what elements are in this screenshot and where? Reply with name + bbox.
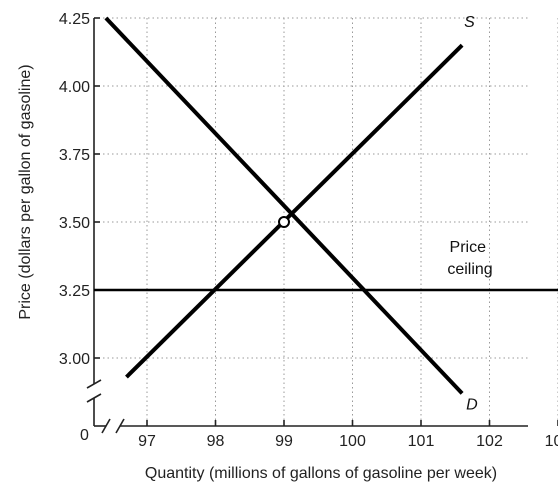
origin-label: 0: [80, 427, 89, 444]
x-tick-label-103: 103: [545, 433, 558, 450]
price-ceiling-label-line2: ceiling: [447, 261, 492, 278]
y-tick-label-3.00: 3.00: [59, 351, 90, 368]
curve-d: [104, 16, 464, 395]
curve-s: [125, 43, 464, 379]
curve-label-s: S: [464, 14, 475, 31]
x-axis-break-mark-1: [101, 418, 111, 434]
y-axis-break-mark-1: [86, 393, 102, 403]
equilibrium-point: [278, 216, 290, 228]
y-tick-label-3.75: 3.75: [59, 147, 90, 164]
price-ceiling: Price ceiling: [94, 239, 558, 292]
curve-label-d: D: [466, 396, 478, 413]
axes: [86, 18, 528, 434]
y-axis-break-mark-2: [86, 379, 102, 389]
x-tick-label-101: 101: [408, 433, 435, 450]
x-axis-title: Quantity (millions of gallons of gasolin…: [145, 465, 497, 482]
y-tick-label-4.00: 4.00: [59, 79, 90, 96]
x-axis-break-mark-2: [115, 418, 125, 434]
y-tick-label-3.25: 3.25: [59, 283, 90, 300]
y-axis-title: Price (dollars per gallon of gasoline): [17, 64, 34, 319]
price-ceiling-label: Price ceiling: [447, 239, 492, 278]
x-tick-label-97: 97: [138, 433, 156, 450]
y-tick-label-3.50: 3.50: [59, 215, 90, 232]
x-tick-label-102: 102: [476, 433, 503, 450]
y-tick-label-4.25: 4.25: [59, 11, 90, 28]
y-ticks: 3.00 3.25 3.50 3.75 4.00 4.25: [59, 11, 100, 368]
curves: SD: [104, 14, 478, 413]
x-ticks: 979899100101102103104: [138, 420, 558, 450]
x-tick-label-99: 99: [275, 433, 293, 450]
x-tick-label-100: 100: [339, 433, 366, 450]
x-tick-label-98: 98: [207, 433, 225, 450]
price-ceiling-label-line1: Price: [450, 239, 487, 256]
